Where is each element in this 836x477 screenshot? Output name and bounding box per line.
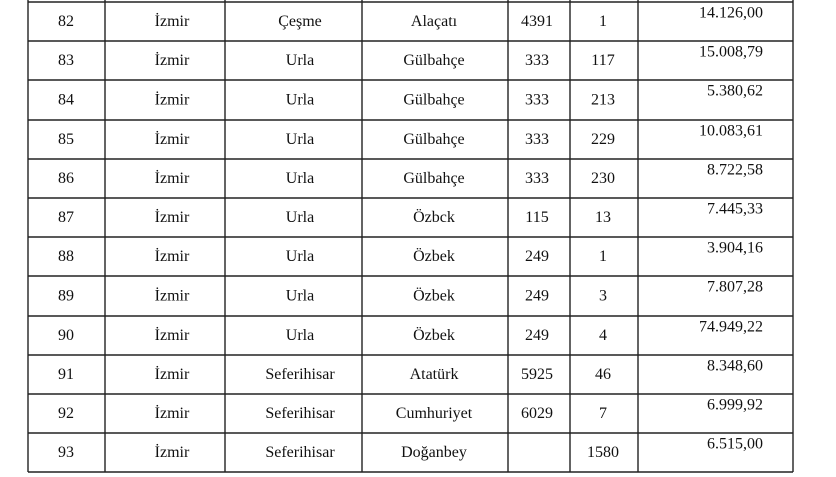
cell-text: 90 (58, 327, 74, 344)
cell-text: Urla (286, 52, 314, 69)
amount-text: 10.083,61 (699, 123, 763, 140)
cell-text: 1580 (587, 444, 619, 461)
cell-text: 84 (58, 92, 74, 109)
cell-text: 82 (58, 13, 74, 30)
cell-text: İzmir (155, 247, 190, 265)
cell-text: Urla (286, 248, 314, 265)
cell-text: 333 (525, 92, 549, 109)
cell-text: Seferihisar (265, 366, 335, 383)
cell-text: İzmir (155, 404, 190, 422)
amount-text: 3.904,16 (707, 240, 763, 257)
cell-text: 92 (58, 405, 74, 422)
cell-text: 46 (595, 366, 611, 383)
cell-text: 86 (58, 170, 74, 187)
amount-text: 6.515,00 (707, 436, 763, 453)
cell-text: 229 (591, 131, 615, 148)
cell-text: 83 (58, 52, 74, 69)
cell-text: Seferihisar (265, 405, 335, 422)
cell-text: İzmir (155, 443, 190, 461)
cell-text: 1 (599, 248, 607, 265)
cell-text: İzmir (155, 208, 190, 226)
cell-text: 249 (525, 327, 549, 344)
cell-text: Urla (286, 327, 314, 344)
cell-text: 93 (58, 444, 74, 461)
cell-text: 4391 (521, 13, 553, 30)
cell-text: 85 (58, 131, 74, 148)
cell-text: Gülbahçe (403, 131, 464, 148)
cell-text: Gülbahçe (403, 92, 464, 109)
cell-text: Alaçatı (411, 13, 458, 30)
cell-text: 6029 (521, 405, 553, 422)
cell-text: Çeşme (278, 13, 322, 30)
cell-text: İzmir (155, 169, 190, 187)
cell-text: 88 (58, 248, 74, 265)
cell-text: Urla (286, 288, 314, 305)
cell-text: Seferihisar (265, 444, 335, 461)
cell-text: 117 (591, 52, 614, 69)
cell-text: 333 (525, 52, 549, 69)
cell-text: Urla (286, 131, 314, 148)
cell-text: Atatürk (410, 366, 459, 383)
cell-text: 333 (525, 170, 549, 187)
amount-text: 8.348,60 (707, 358, 763, 375)
cell-text: Özbek (413, 247, 455, 265)
cell-text: 3 (599, 288, 607, 305)
cell-text: İzmir (155, 287, 190, 305)
cell-text: 7 (599, 405, 607, 422)
cell-text: 91 (58, 366, 74, 383)
cell-text: İzmir (155, 130, 190, 148)
cell-text: İzmir (155, 51, 190, 69)
cell-text: 249 (525, 248, 549, 265)
cell-text: İzmir (155, 12, 190, 30)
cell-text: Gülbahçe (403, 170, 464, 187)
cell-text: Cumhuriyet (396, 405, 473, 422)
cell-text: İzmir (155, 91, 190, 109)
cell-text: 213 (591, 92, 615, 109)
amount-text: 8.722,58 (707, 162, 763, 179)
cell-text: 13 (595, 209, 611, 226)
cell-text: Özbek (413, 287, 455, 305)
cell-text: 87 (58, 209, 74, 226)
cell-text: Urla (286, 170, 314, 187)
cell-text: 5925 (521, 366, 553, 383)
cell-text: 333 (525, 131, 549, 148)
cell-text: İzmir (155, 365, 190, 383)
cell-text: Doğanbey (401, 444, 467, 461)
amount-text: 7.445,33 (707, 201, 763, 218)
cell-text: Özbek (413, 326, 455, 344)
cell-text: Urla (286, 92, 314, 109)
cell-text: 230 (591, 170, 615, 187)
cell-text: Urla (286, 209, 314, 226)
cell-text: 115 (525, 209, 548, 226)
amount-text: 5.380,62 (707, 83, 763, 100)
amount-text: 6.999,92 (707, 397, 763, 414)
amount-text: 14.126,00 (699, 5, 763, 22)
cell-text: İzmir (155, 326, 190, 344)
amount-text: 7.807,28 (707, 279, 763, 296)
cell-text: 89 (58, 288, 74, 305)
cell-text: 249 (525, 288, 549, 305)
amount-text: 74.949,22 (699, 319, 763, 336)
cell-text: Gülbahçe (403, 52, 464, 69)
amount-text: 15.008,79 (699, 44, 763, 61)
cell-text: 4 (599, 327, 607, 344)
cell-text: Özbck (413, 208, 455, 226)
cell-text: 1 (599, 13, 607, 30)
